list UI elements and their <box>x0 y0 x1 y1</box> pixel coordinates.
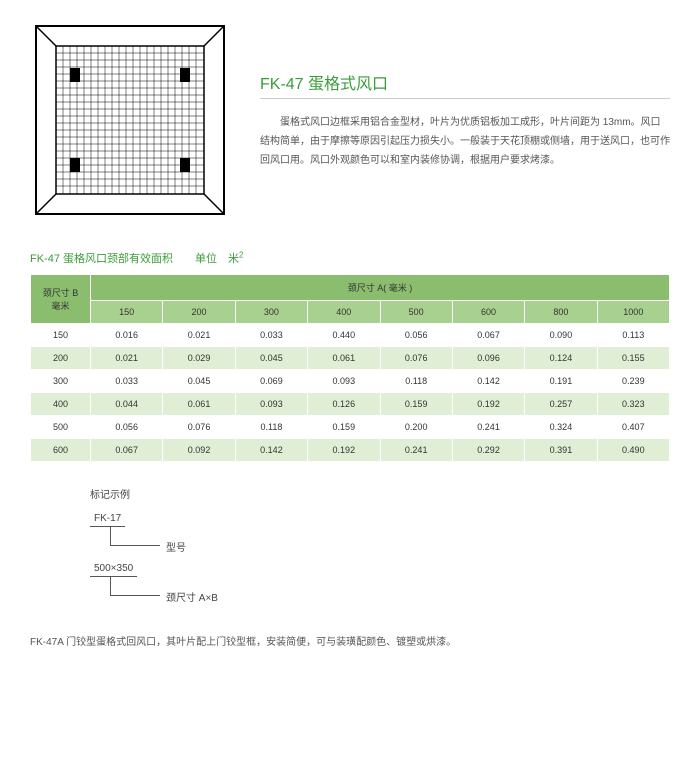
col-header: 800 <box>525 301 597 324</box>
table-cell: 0.323 <box>597 393 669 416</box>
corner-header: 颈尺寸 B 毫米 <box>31 275 91 324</box>
table-cell: 0.407 <box>597 416 669 439</box>
table-cell: 0.192 <box>308 439 380 462</box>
table-cell: 0.142 <box>235 439 307 462</box>
table-cell: 0.124 <box>525 347 597 370</box>
table-cell: 0.200 <box>380 416 452 439</box>
table-cell: 0.069 <box>235 370 307 393</box>
table-cell: 0.159 <box>308 416 380 439</box>
table-cell: 0.061 <box>308 347 380 370</box>
product-title: FK-47 蛋格式风口 <box>260 70 388 94</box>
product-diagram <box>30 20 230 220</box>
table-row: 3000.0330.0450.0690.0930.1180.1420.1910.… <box>31 370 670 393</box>
table-cell: 0.021 <box>91 347 163 370</box>
table-cell: 0.029 <box>163 347 235 370</box>
col-header: 400 <box>308 301 380 324</box>
table-cell: 0.391 <box>525 439 597 462</box>
table-cell: 0.440 <box>308 324 380 347</box>
table-cell: 0.045 <box>235 347 307 370</box>
table-cell: 0.033 <box>235 324 307 347</box>
table-cell: 0.056 <box>380 324 452 347</box>
table-cell: 0.067 <box>91 439 163 462</box>
table-cell: 0.093 <box>235 393 307 416</box>
col-header: 1000 <box>597 301 669 324</box>
table-cell: 0.056 <box>91 416 163 439</box>
table-row: 5000.0560.0760.1180.1590.2000.2410.3240.… <box>31 416 670 439</box>
col-header: 600 <box>452 301 524 324</box>
row-header: 600 <box>31 439 91 462</box>
table-cell: 0.191 <box>525 370 597 393</box>
table-cell: 0.241 <box>452 416 524 439</box>
row-header: 300 <box>31 370 91 393</box>
table-cell: 0.113 <box>597 324 669 347</box>
table-cell: 0.090 <box>525 324 597 347</box>
table-cell: 0.126 <box>308 393 380 416</box>
col-header: 300 <box>235 301 307 324</box>
top-header: 颈尺寸 A( 毫米 ) <box>91 275 670 301</box>
table-row: 6000.0670.0920.1420.1920.2410.2920.3910.… <box>31 439 670 462</box>
table-cell: 0.159 <box>380 393 452 416</box>
label-code-2: 500×350 <box>90 563 137 577</box>
spec-table: 颈尺寸 B 毫米 颈尺寸 A( 毫米 ) 1502003004005006008… <box>30 274 670 462</box>
table-cell: 0.324 <box>525 416 597 439</box>
table-cell: 0.096 <box>452 347 524 370</box>
table-cell: 0.076 <box>380 347 452 370</box>
table-cell: 0.061 <box>163 393 235 416</box>
row-header: 500 <box>31 416 91 439</box>
label-annotation-1: 型号 <box>166 539 186 554</box>
col-header: 150 <box>91 301 163 324</box>
row-header: 400 <box>31 393 91 416</box>
table-cell: 0.118 <box>235 416 307 439</box>
table-title: FK-47 蛋格风口颈部有效面积 单位 米2 <box>30 250 670 266</box>
table-cell: 0.241 <box>380 439 452 462</box>
table-cell: 0.192 <box>452 393 524 416</box>
table-cell: 0.016 <box>91 324 163 347</box>
product-description: 蛋格式风口边框采用铝合金型材，叶片为优质铝板加工成形，叶片间距为 13mm。风口… <box>260 113 670 170</box>
table-cell: 0.093 <box>308 370 380 393</box>
table-cell: 0.067 <box>452 324 524 347</box>
table-cell: 0.092 <box>163 439 235 462</box>
footer-note: FK-47A 门铰型蛋格式回风口，其叶片配上门铰型框，安装简便，可与装璜配颜色、… <box>30 633 670 648</box>
table-cell: 0.257 <box>525 393 597 416</box>
table-cell: 0.490 <box>597 439 669 462</box>
label-example-title: 标记示例 <box>90 486 670 501</box>
table-cell: 0.239 <box>597 370 669 393</box>
table-row: 4000.0440.0610.0930.1260.1590.1920.2570.… <box>31 393 670 416</box>
table-cell: 0.045 <box>163 370 235 393</box>
table-cell: 0.021 <box>163 324 235 347</box>
table-row: 2000.0210.0290.0450.0610.0760.0960.1240.… <box>31 347 670 370</box>
table-cell: 0.033 <box>91 370 163 393</box>
label-annotation-2: 颈尺寸 A×B <box>166 589 218 604</box>
col-header: 200 <box>163 301 235 324</box>
row-header: 150 <box>31 324 91 347</box>
row-header: 200 <box>31 347 91 370</box>
table-cell: 0.155 <box>597 347 669 370</box>
col-header: 500 <box>380 301 452 324</box>
label-code-1: FK-17 <box>90 513 125 527</box>
table-cell: 0.142 <box>452 370 524 393</box>
table-cell: 0.076 <box>163 416 235 439</box>
table-cell: 0.292 <box>452 439 524 462</box>
table-cell: 0.118 <box>380 370 452 393</box>
table-row: 1500.0160.0210.0330.4400.0560.0670.0900.… <box>31 324 670 347</box>
table-cell: 0.044 <box>91 393 163 416</box>
